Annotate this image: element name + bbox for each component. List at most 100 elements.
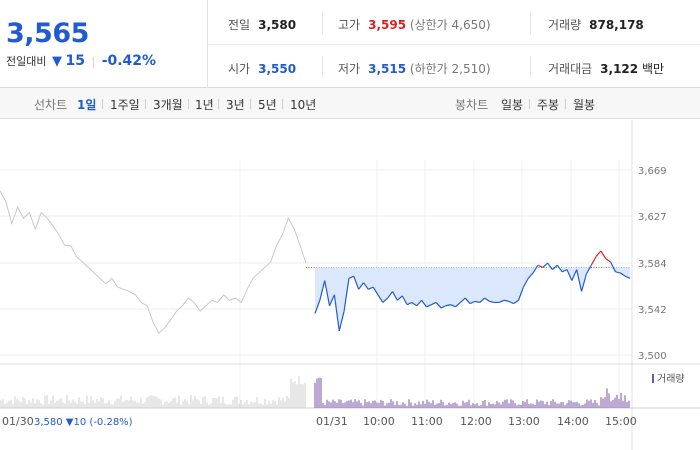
tab-divider: [250, 99, 251, 109]
high: 고가 3,595 (상한가 4,650): [338, 16, 491, 33]
today-line-segment: [431, 301, 437, 306]
lower-limit: (하한가 2,510): [409, 62, 491, 76]
prev-close-value: 3,580: [258, 18, 297, 32]
x-tick-label: 12:00: [460, 415, 492, 428]
volume-value: 878,178: [589, 18, 644, 32]
today-line-segment: [319, 280, 326, 301]
today-line-segment: [416, 299, 423, 307]
prev-close-label: 전일: [228, 18, 251, 32]
today-line-segment: [411, 301, 418, 307]
today-line-segment: [517, 286, 524, 301]
today-line-segment: [469, 300, 476, 305]
candle-chart-heading: 봉차트: [455, 98, 489, 112]
tab-divider: [529, 99, 530, 109]
tab-10year[interactable]: 10년: [290, 98, 317, 112]
grid-divider: [530, 12, 531, 34]
today-line-segment: [503, 299, 509, 302]
quote-grid: 전일 3,580 고가 3,595 (상한가 4,650) 거래량 878,178 시…: [208, 0, 700, 88]
today-line-segment: [459, 297, 466, 303]
today-line-segment: [556, 264, 563, 273]
grid-divider: [208, 44, 700, 45]
change-value: 15: [65, 53, 85, 69]
today-line-segment: [406, 301, 413, 306]
today-line-segment: [537, 264, 544, 268]
today-line-segment: [489, 300, 495, 304]
today-line-segment: [426, 304, 432, 308]
change-label: 전일대비: [6, 55, 47, 68]
today-line-segment: [527, 272, 534, 279]
today-line-segment: [624, 275, 631, 279]
today-line-segment: [542, 262, 549, 268]
today-line-segment: [435, 302, 442, 309]
tab-divider: [218, 99, 219, 109]
today-line-segment: [474, 300, 480, 304]
tab-5year[interactable]: 5년: [258, 98, 277, 112]
today-line-segment: [396, 295, 403, 301]
tab-1week[interactable]: 1주일: [110, 98, 140, 112]
current-price: 3,565: [6, 18, 89, 49]
today-line-segment: [615, 271, 621, 274]
y-tick-label: 3,669: [638, 166, 667, 177]
price-chart: 3,500 3,542 3,584 3,627 3,669 거래량 01/30 3,580 ▼…: [0, 120, 700, 450]
today-line-segment: [561, 269, 568, 273]
tab-3month[interactable]: 3개월: [153, 98, 183, 112]
high-label: 고가: [338, 18, 361, 32]
tab-monthly-candle[interactable]: 월봉: [573, 98, 596, 112]
tab-divider: [102, 99, 103, 109]
tab-1year[interactable]: 1년: [195, 98, 214, 112]
today-line-segment: [368, 286, 374, 290]
grid-divider: [530, 56, 531, 78]
today-line-segment: [600, 250, 607, 259]
y-tick-label: 3,627: [638, 212, 667, 223]
volume-legend-swatch: [652, 374, 654, 383]
volume-label: 거래량: [548, 18, 582, 32]
tab-1day[interactable]: 1일: [77, 98, 97, 112]
y-tick-label: 3,584: [638, 259, 667, 270]
tab-divider: [188, 99, 189, 109]
y-tick-label: 3,542: [638, 305, 667, 316]
tab-divider: [145, 99, 146, 109]
prev-day-info: 3,580 ▼10 (-0.28%): [34, 417, 133, 428]
today-line-segment: [571, 269, 578, 281]
today-line-segment: [333, 294, 340, 331]
today-line-segment: [338, 311, 345, 332]
today-line-segment: [610, 261, 616, 273]
trade-amount: 거래대금 3,122 백만: [548, 60, 664, 77]
today-line-segment: [590, 256, 597, 266]
today-line-segment: [358, 282, 364, 290]
tab-daily-candle[interactable]: 일봉: [501, 98, 524, 112]
down-arrow-icon: ▼: [51, 54, 62, 69]
today-line-segment: [387, 291, 394, 299]
prev-close: 전일 3,580: [228, 16, 296, 33]
below-prev-close-fill: [315, 267, 630, 331]
today-line-segment: [595, 250, 602, 257]
change-percent: -0.42%: [101, 53, 157, 69]
today-line-segment: [377, 294, 384, 303]
x-tick-label: 14:00: [557, 415, 589, 428]
today-line-segment: [401, 295, 408, 305]
price-chart-svg: 3,500 3,542 3,584 3,627 3,669 거래량 01/30 3,580 ▼…: [0, 120, 700, 450]
tab-divider: [282, 99, 283, 109]
tab-3year[interactable]: 3년: [226, 98, 245, 112]
today-line-segment: [445, 304, 451, 307]
today-line-segment: [585, 264, 592, 275]
x-tick-label: 15:00: [605, 415, 637, 428]
today-line-segment: [566, 269, 573, 281]
today-line-segment: [343, 278, 350, 312]
today-line-segment: [314, 300, 321, 314]
today-line-segment: [421, 299, 427, 308]
tab-weekly-candle[interactable]: 주봉: [537, 98, 560, 112]
today-line-segment: [532, 264, 539, 274]
chart-tab-bar: 선차트 1일 1주일 3개월 1년 3년 5년 10년 봉차트 일봉 주봉 월봉: [0, 88, 700, 119]
today-line-segment: [440, 305, 447, 309]
today-line-segment: [392, 291, 398, 301]
low-label: 저가: [338, 62, 361, 76]
prev-day-date: 01/30: [2, 415, 34, 428]
grid-divider: [322, 12, 323, 34]
today-line-segment: [328, 294, 335, 306]
today-line-segment: [580, 273, 587, 292]
today-line-segment: [348, 275, 355, 279]
today-line-segment: [619, 272, 626, 277]
low-value: 3,515: [368, 62, 407, 76]
